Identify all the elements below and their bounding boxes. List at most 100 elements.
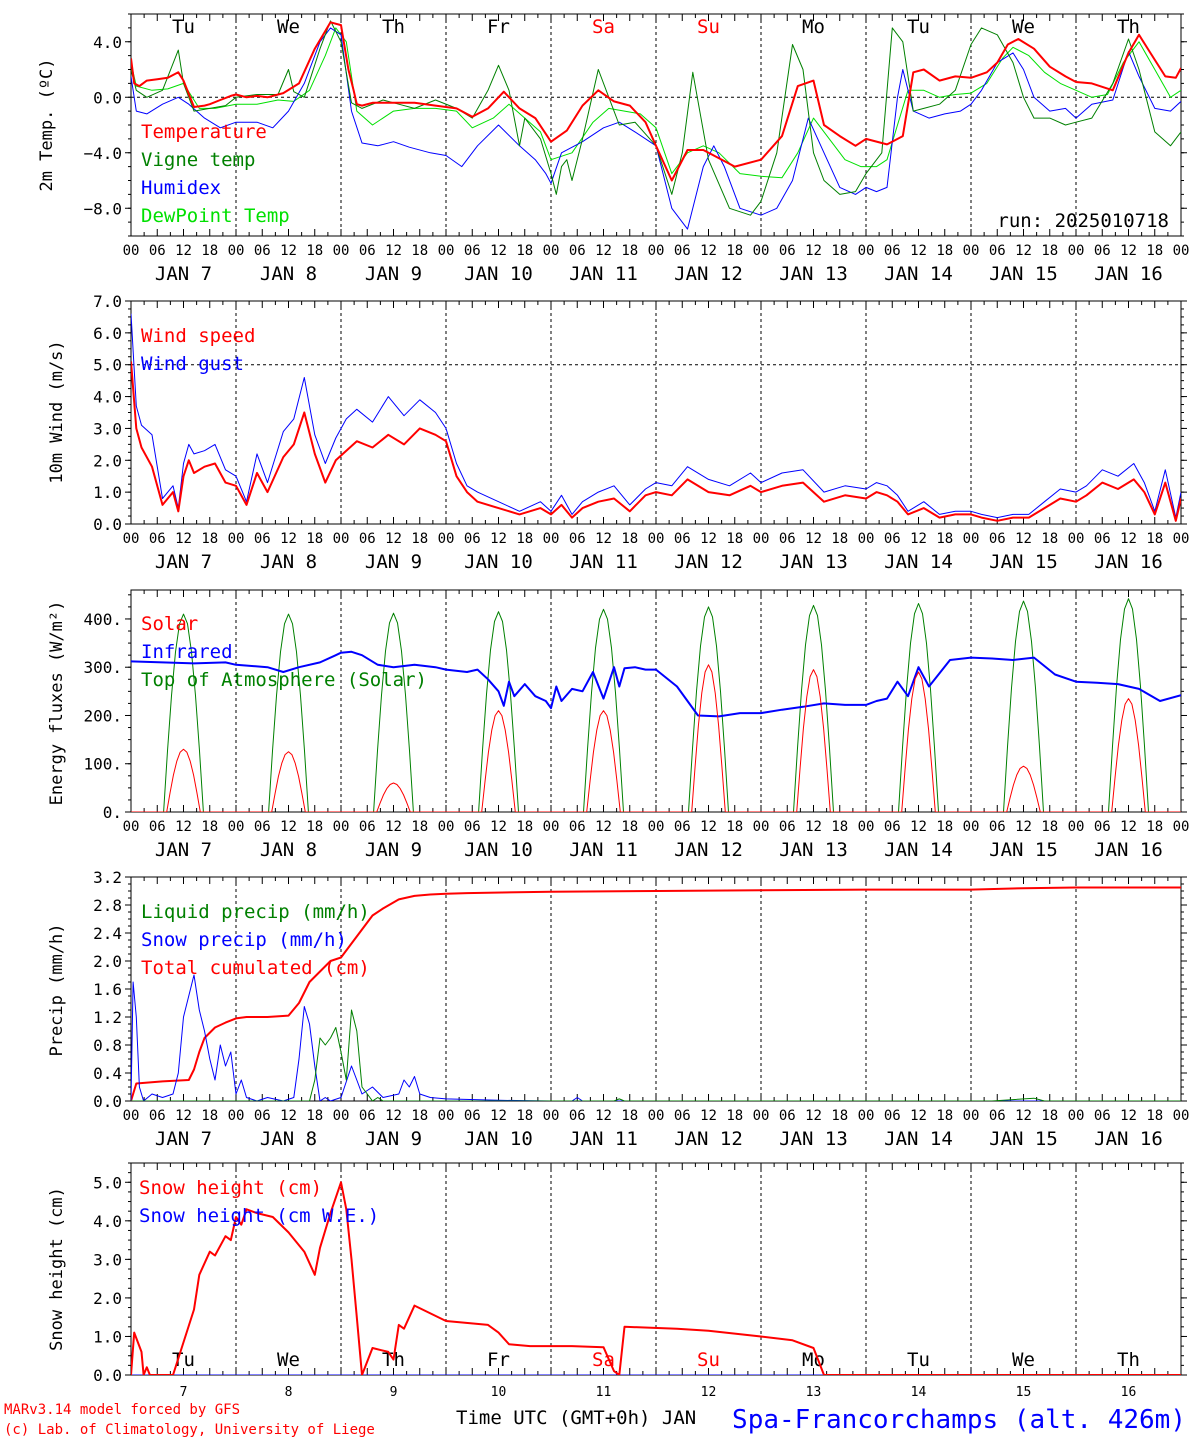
hour-label: 06 xyxy=(254,531,271,547)
date-label: JAN 10 xyxy=(464,839,533,861)
y-tick-label: 3.0 xyxy=(93,419,122,438)
hour-label: 12 xyxy=(490,243,507,259)
date-label: JAN 7 xyxy=(155,839,212,861)
hour-label: 18 xyxy=(1146,243,1163,259)
date-label: JAN 8 xyxy=(260,1128,317,1150)
hour-label: 18 xyxy=(306,531,323,547)
hour-label: 12 xyxy=(805,243,822,259)
date-label: JAN 16 xyxy=(1094,839,1163,861)
y-tick-label: 2.8 xyxy=(93,896,122,915)
series-line-2 xyxy=(131,974,1181,1101)
series-line-3 xyxy=(131,886,1181,1101)
hour-label: 12 xyxy=(595,243,612,259)
hour-label: 12 xyxy=(175,1108,192,1124)
date-label: JAN 15 xyxy=(989,551,1058,573)
y-tick-label: 5.0 xyxy=(93,356,122,375)
chart-panel-5: 0.0 1.0 2.0 3.0 4.0 5.0 Snow height (cm) 7 8 9 10 1… xyxy=(47,1162,1187,1400)
date-label: JAN 8 xyxy=(260,839,317,861)
weekday-label: Su xyxy=(697,1349,720,1371)
y-axis-label: 2m Temp. (ºC) xyxy=(37,58,57,191)
date-label: JAN 13 xyxy=(779,263,848,285)
hour-label: 00 xyxy=(438,819,455,835)
date-label: JAN 15 xyxy=(989,263,1058,285)
hour-label: 06 xyxy=(1094,1108,1111,1124)
date-label: JAN 13 xyxy=(779,1128,848,1150)
hour-label: 12 xyxy=(1120,531,1137,547)
hour-label: 18 xyxy=(306,819,323,835)
date-label: JAN 9 xyxy=(365,263,422,285)
hour-label: 12 xyxy=(385,243,402,259)
hour-label: 12 xyxy=(385,819,402,835)
series-line-3 xyxy=(131,27,1181,230)
date-label: JAN 10 xyxy=(464,263,533,285)
y-tick-label: 300. xyxy=(83,658,122,677)
series-line-2 xyxy=(131,20,1181,216)
weekday-label: Mo xyxy=(802,1349,825,1371)
weekday-label: Mo xyxy=(802,16,825,38)
hour-label: 18 xyxy=(726,243,743,259)
y-tick-label: 1.0 xyxy=(93,483,122,502)
weekday-label: Tu xyxy=(172,1349,195,1371)
hour-label: 12 xyxy=(490,1108,507,1124)
hour-label: 06 xyxy=(674,243,691,259)
hour-label: 12 xyxy=(595,819,612,835)
hour-label: 12 xyxy=(910,531,927,547)
hour-label: 12 xyxy=(175,531,192,547)
day-number-label: 10 xyxy=(491,1385,507,1400)
hour-label: 00 xyxy=(543,531,560,547)
hour-label: 06 xyxy=(254,243,271,259)
y-tick-label: 0.0 xyxy=(93,1366,122,1385)
weekday-label: Tu xyxy=(907,1349,930,1371)
hour-label: 00 xyxy=(858,531,875,547)
day-number-label: 9 xyxy=(390,1385,398,1400)
hour-label: 00 xyxy=(438,243,455,259)
y-tick-label: 200. xyxy=(83,706,122,725)
hour-label: 00 xyxy=(228,531,245,547)
weekday-label: We xyxy=(277,16,300,38)
hour-label: 18 xyxy=(201,819,218,835)
hour-label: 06 xyxy=(569,1108,586,1124)
hour-label: 00 xyxy=(753,531,770,547)
hour-label: 00 xyxy=(123,1108,140,1124)
hour-label: 00 xyxy=(228,1108,245,1124)
date-label: JAN 14 xyxy=(884,839,953,861)
hour-label: 06 xyxy=(779,531,796,547)
y-tick-label: 1.0 xyxy=(93,1327,122,1346)
hour-label: 06 xyxy=(779,819,796,835)
hour-label: 12 xyxy=(1015,531,1032,547)
hour-label: 18 xyxy=(936,531,953,547)
hour-label: 00 xyxy=(753,243,770,259)
legend-entry: Solar xyxy=(141,613,198,635)
hour-label: 06 xyxy=(884,243,901,259)
y-tick-label: 0.0 xyxy=(93,1092,122,1111)
series-line-4 xyxy=(131,27,1181,179)
hour-label: 00 xyxy=(963,819,980,835)
hour-label: 18 xyxy=(1041,243,1058,259)
date-label: JAN 12 xyxy=(674,263,743,285)
hour-label: 12 xyxy=(385,531,402,547)
date-label: JAN 15 xyxy=(989,839,1058,861)
weekday-label: Fr xyxy=(487,1349,510,1371)
date-label: JAN 14 xyxy=(884,1128,953,1150)
hour-label: 00 xyxy=(228,819,245,835)
y-tick-label: 7.0 xyxy=(93,292,122,311)
legend-entry: Total cumulated (cm) xyxy=(141,957,370,979)
day-number-label: 14 xyxy=(911,1385,927,1400)
hour-label: 12 xyxy=(595,531,612,547)
hour-label: 12 xyxy=(1120,243,1137,259)
hour-label: 00 xyxy=(648,819,665,835)
hour-label: 06 xyxy=(989,531,1006,547)
hour-label: 00 xyxy=(1173,531,1190,547)
hour-label: 12 xyxy=(385,1108,402,1124)
hour-label: 18 xyxy=(831,243,848,259)
hour-label: 12 xyxy=(175,243,192,259)
hour-label: 18 xyxy=(936,819,953,835)
weekday-label: We xyxy=(1012,16,1035,38)
y-tick-label: 4.0 xyxy=(93,33,122,52)
weekday-label: Tu xyxy=(907,16,930,38)
hour-label: 18 xyxy=(516,1108,533,1124)
chart-panel-2: 0.0 1.0 2.0 3.0 4.0 5.0 6.0 7.0 10m Wind (m/s) 00… xyxy=(47,292,1189,573)
hour-label: 06 xyxy=(674,1108,691,1124)
hour-label: 18 xyxy=(831,1108,848,1124)
